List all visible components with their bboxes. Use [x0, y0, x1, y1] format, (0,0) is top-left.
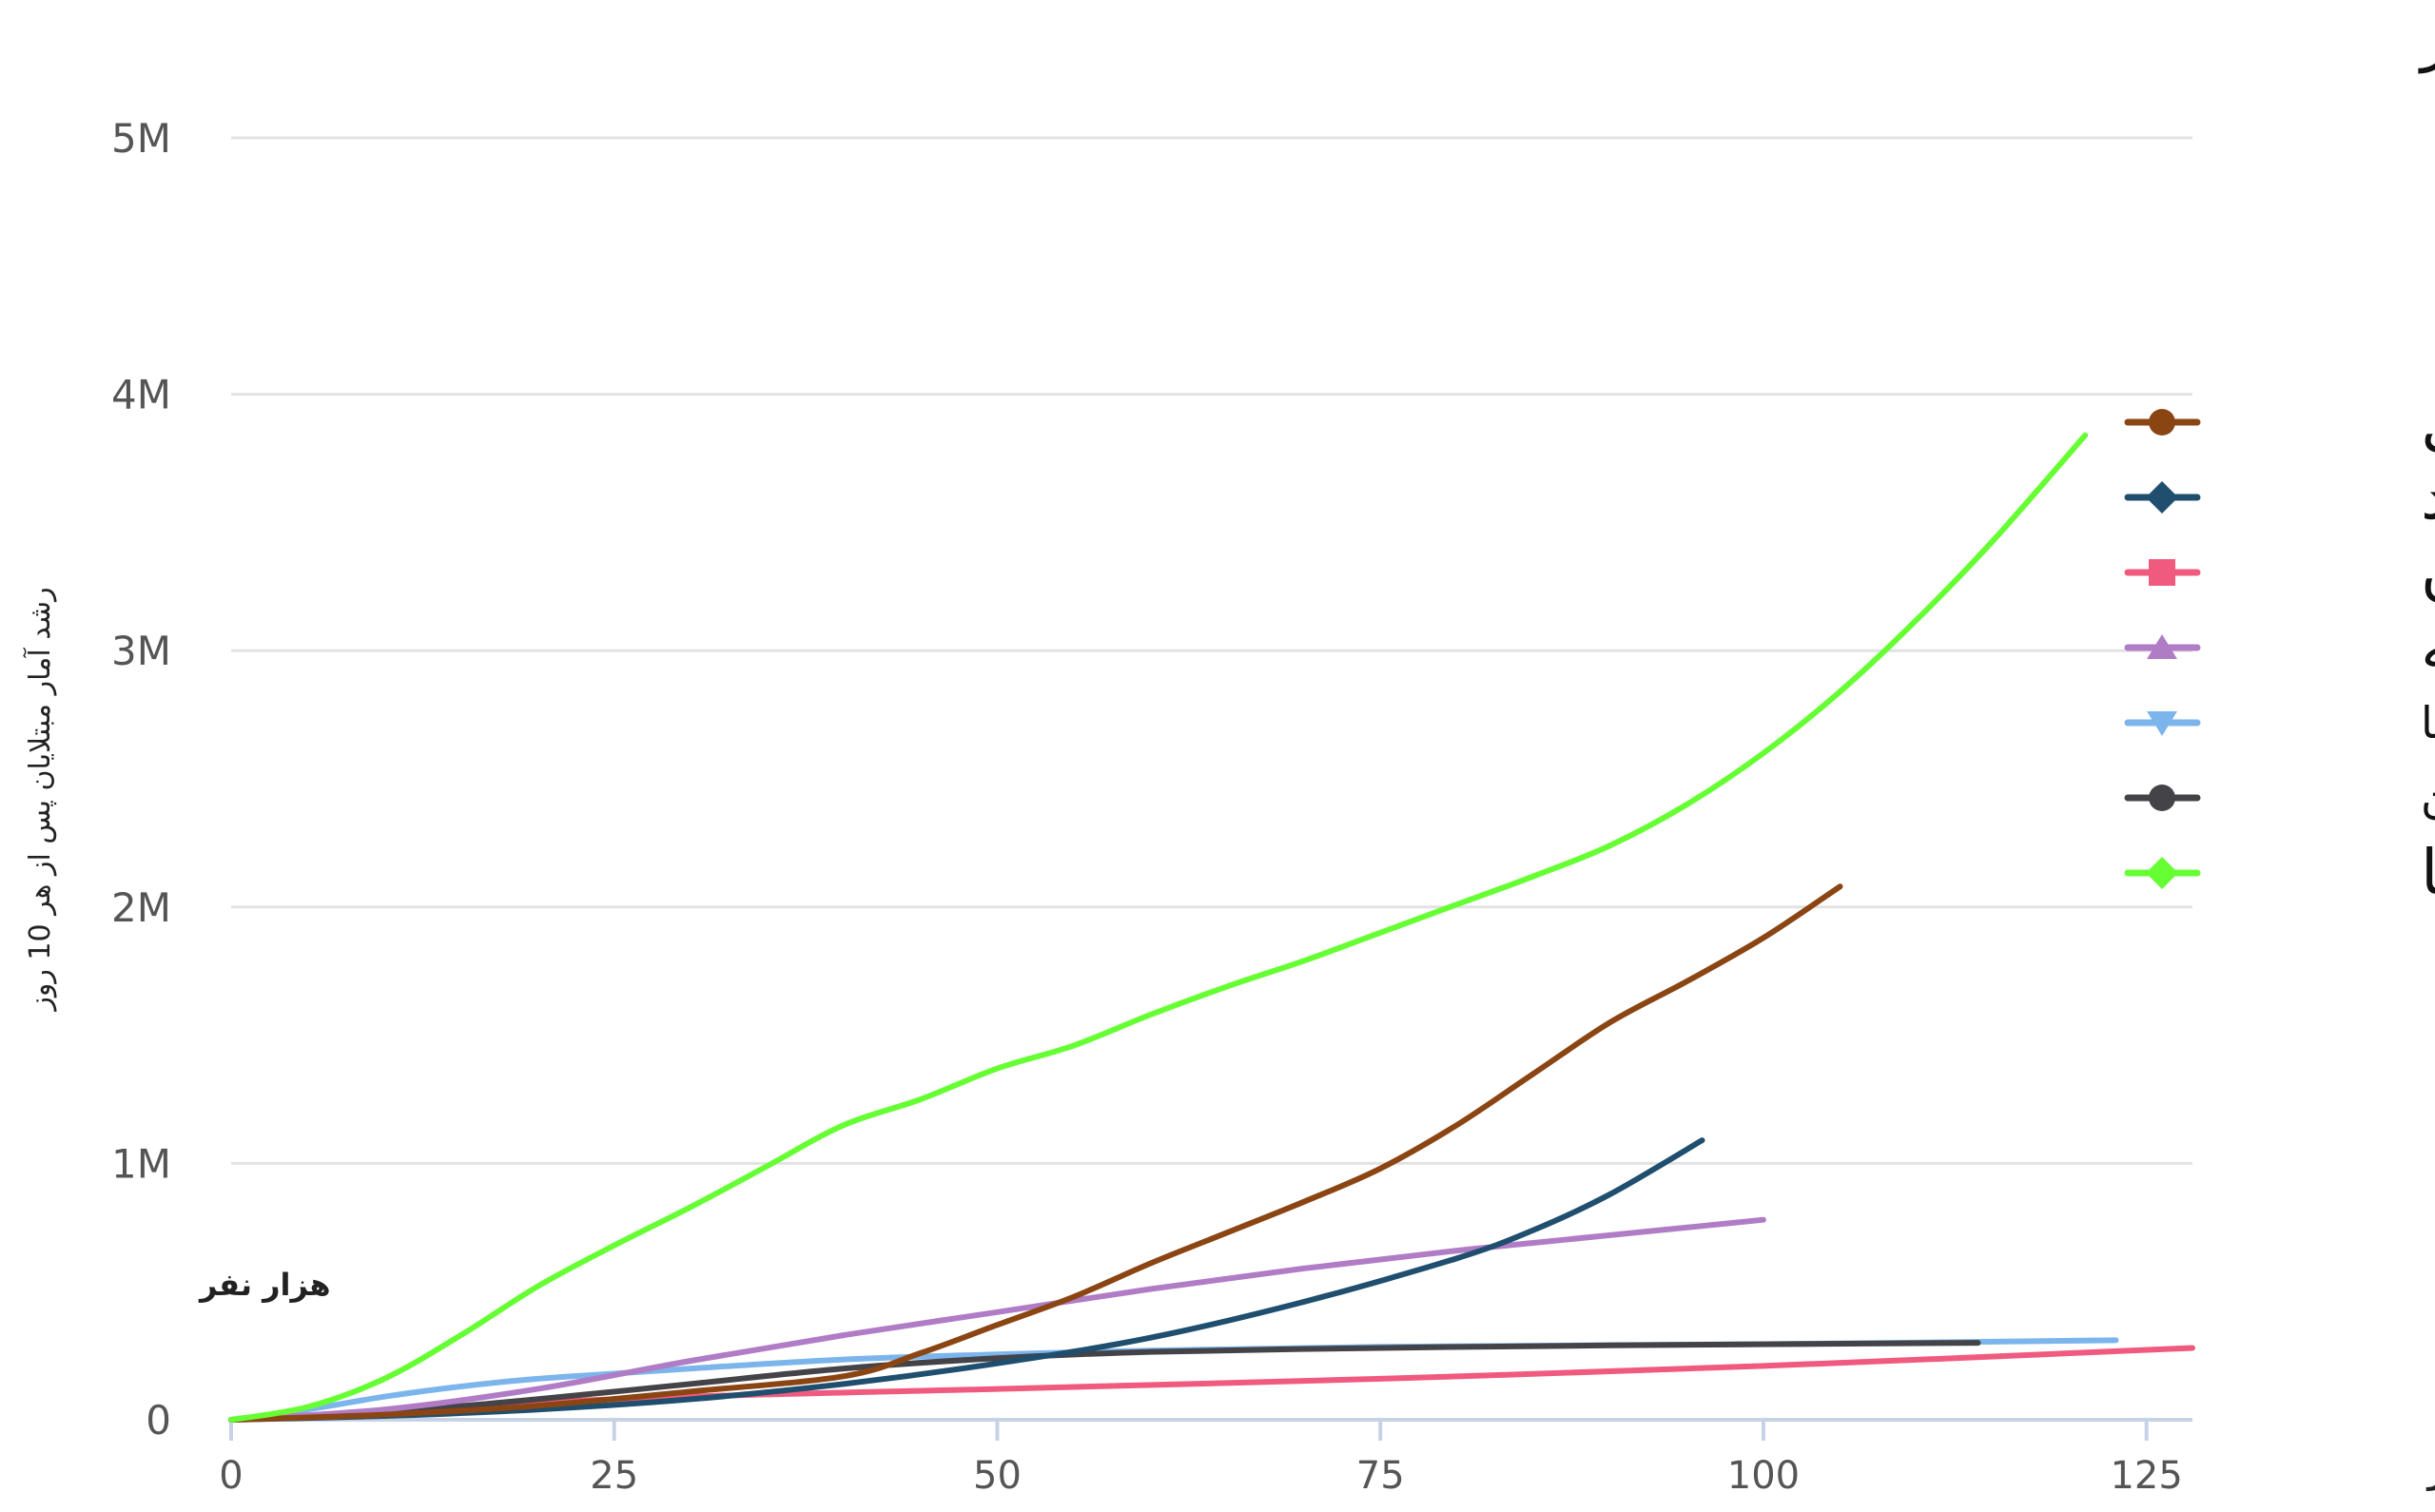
series-lines: [228, 432, 2195, 1423]
x-tick-label: 50: [973, 1454, 1022, 1498]
y-axis-unit-label: هزار نفر: [198, 1267, 331, 1303]
series-line-5[interactable]: [228, 1340, 1981, 1423]
legend-label: برزیل: [2421, 385, 2435, 458]
y-tick-label: 1M: [111, 1140, 171, 1187]
x-tick-label: 75: [1356, 1454, 1405, 1498]
series-line-1[interactable]: [228, 1137, 1705, 1423]
legend-marker-triangle-up-icon: [2147, 634, 2177, 659]
y-axis-label: رشد آمار مبتلایان پس از هر 10 روز: [23, 587, 57, 1012]
legend: برزیل هند ایران روسیه اسپانیا انگلستان آمریکا: [2124, 385, 2435, 909]
y-tick-label: 3M: [111, 628, 171, 674]
legend-marker-circle-icon: [2149, 785, 2175, 811]
legend-item-0[interactable]: برزیل: [2421, 385, 2435, 458]
legend-label: ایران: [2421, 535, 2435, 609]
legend-item-1[interactable]: هند: [2421, 460, 2435, 533]
x-tick-label: 0: [219, 1454, 243, 1498]
legend-label: انگلستان: [2421, 772, 2435, 824]
axes: 0 1M 2M 3M 4M 5M 0 25 50 75 100 125: [111, 115, 2192, 1498]
legend-marker-diamond-icon: [2146, 481, 2178, 514]
legend-marker-circle-icon: [2149, 409, 2175, 436]
x-tick-label: 25: [590, 1454, 638, 1498]
x-tick-label: 125: [2110, 1454, 2182, 1498]
legend-marker-square-icon: [2149, 559, 2175, 586]
legend-label: اسپانیا: [2421, 697, 2435, 749]
x-tick-label: 100: [1727, 1454, 1800, 1498]
y-tick-label: 2M: [111, 884, 171, 931]
legend-item-4[interactable]: اسپانیا: [2421, 697, 2435, 749]
legend-item-3[interactable]: روسیه: [2421, 611, 2435, 684]
legend-marker-diamond-icon: [2146, 857, 2178, 889]
legend-item-5[interactable]: انگلستان: [2421, 772, 2435, 824]
legend-item-6[interactable]: آمریکا: [2421, 835, 2435, 909]
series-line-6[interactable]: [228, 432, 2089, 1423]
series-line-3[interactable]: [228, 1216, 1766, 1423]
chart-title: آمار مبتلایان در هر کشور: [2418, 1, 2435, 74]
legend-item-2[interactable]: ایران: [2421, 535, 2435, 609]
legend-label: هند: [2421, 460, 2435, 533]
y-tick-label: 5M: [111, 115, 171, 162]
y-tick-label: 4M: [111, 372, 171, 418]
grid-lines: [231, 136, 2192, 1165]
legend-label: روسیه: [2421, 611, 2435, 684]
legend-label: آمریکا: [2421, 835, 2435, 909]
y-tick-label: 0: [146, 1397, 171, 1444]
legend-marker-triangle-down-icon: [2147, 711, 2177, 736]
x-axis-label: هر 10 روز: [2425, 1455, 2435, 1491]
series-line-0[interactable]: [228, 883, 1843, 1423]
